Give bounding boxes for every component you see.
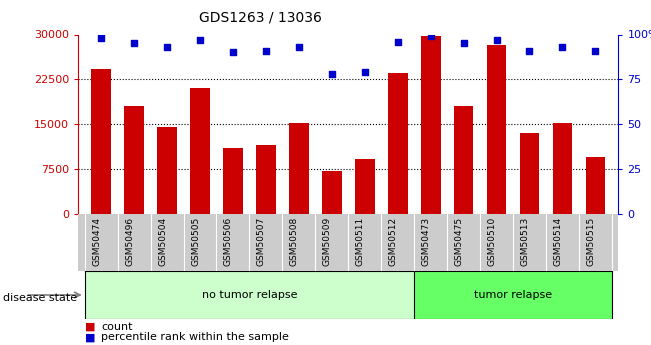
Text: GDS1263 / 13036: GDS1263 / 13036 <box>199 10 322 24</box>
Bar <box>85 271 414 319</box>
Text: ■: ■ <box>85 322 95 332</box>
Text: ■: ■ <box>85 333 95 342</box>
Point <box>96 35 106 41</box>
Text: GSM50509: GSM50509 <box>323 217 332 266</box>
Point <box>228 50 238 55</box>
Bar <box>91 69 111 214</box>
Bar <box>355 159 374 214</box>
Text: disease state: disease state <box>3 294 77 303</box>
Point <box>260 48 271 53</box>
Text: GSM50504: GSM50504 <box>158 217 167 266</box>
Bar <box>487 45 506 214</box>
Bar <box>256 145 276 214</box>
Text: GSM50496: GSM50496 <box>125 217 134 266</box>
Point <box>359 69 370 75</box>
Text: GSM50508: GSM50508 <box>290 217 299 266</box>
Point <box>294 44 304 50</box>
Point <box>557 44 568 50</box>
Text: count: count <box>101 322 132 332</box>
Text: tumor relapse: tumor relapse <box>474 290 552 300</box>
Point <box>327 71 337 77</box>
Point <box>195 37 205 43</box>
Bar <box>585 157 605 214</box>
Text: GSM50515: GSM50515 <box>587 217 596 266</box>
Point <box>590 48 601 53</box>
Point <box>393 39 403 45</box>
Point <box>162 44 173 50</box>
Text: GSM50510: GSM50510 <box>488 217 497 266</box>
Bar <box>414 271 612 319</box>
Text: GSM50473: GSM50473 <box>422 217 431 266</box>
Point <box>524 48 534 53</box>
Bar <box>454 106 473 214</box>
Text: GSM50474: GSM50474 <box>92 217 101 266</box>
Text: GSM50475: GSM50475 <box>454 217 464 266</box>
Point <box>492 37 502 43</box>
Text: GSM50514: GSM50514 <box>553 217 562 266</box>
Text: GSM50506: GSM50506 <box>224 217 233 266</box>
Bar <box>421 36 441 214</box>
Text: percentile rank within the sample: percentile rank within the sample <box>101 333 289 342</box>
Bar <box>289 123 309 214</box>
Bar <box>322 171 342 214</box>
Text: GSM50512: GSM50512 <box>389 217 398 266</box>
Bar <box>124 106 144 214</box>
Point <box>129 41 139 46</box>
Text: GSM50511: GSM50511 <box>355 217 365 266</box>
Bar <box>388 73 408 214</box>
Bar <box>157 127 177 214</box>
Text: GSM50507: GSM50507 <box>257 217 266 266</box>
Bar <box>519 133 540 214</box>
Bar <box>223 148 243 214</box>
Bar <box>553 123 572 214</box>
Text: GSM50505: GSM50505 <box>191 217 200 266</box>
Bar <box>190 88 210 214</box>
Text: no tumor relapse: no tumor relapse <box>202 290 298 300</box>
Text: GSM50513: GSM50513 <box>521 217 529 266</box>
Point <box>426 33 436 39</box>
Point <box>458 41 469 46</box>
